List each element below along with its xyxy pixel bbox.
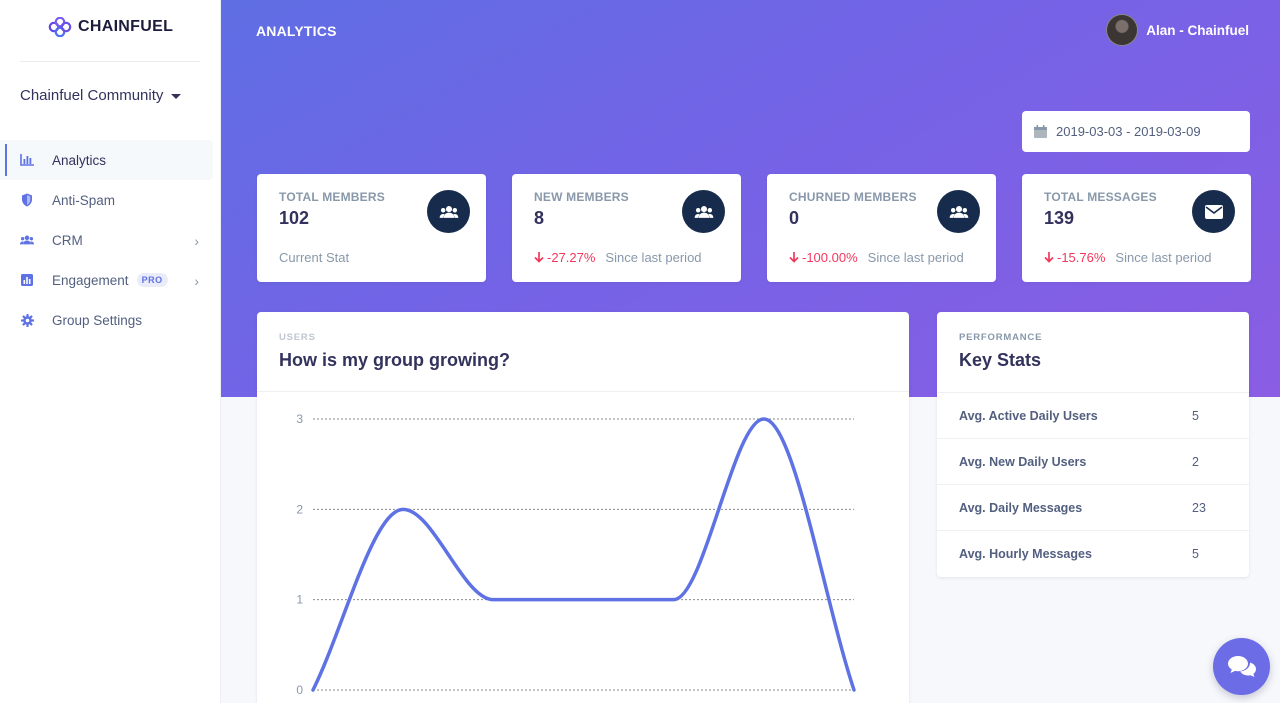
- y-tick-label: 3: [296, 412, 303, 426]
- stat-delta-value: -100.00%: [802, 250, 858, 265]
- arrow-down-icon: [789, 252, 799, 263]
- stat-delta-value: -15.76%: [1057, 250, 1106, 265]
- chat-icon: [1227, 655, 1256, 677]
- pro-badge: PRO: [136, 273, 168, 287]
- chat-button[interactable]: [1213, 638, 1270, 695]
- key-stat-row: Avg. Daily Messages 23: [937, 484, 1249, 530]
- gear-icon: [20, 313, 34, 327]
- shield-icon: [20, 193, 34, 207]
- stat-value: 8: [534, 208, 545, 228]
- sidebar-item-label: Anti-Spam: [52, 192, 116, 208]
- growth-chart-card: USERS How is my group growing? 0 1 2 3: [257, 312, 909, 703]
- user-menu[interactable]: Alan - Chainfuel: [1106, 14, 1249, 46]
- community-selector[interactable]: Chainfuel Community: [20, 87, 182, 104]
- sidebar-item-label: Group Settings: [52, 312, 143, 328]
- stat-footer: -15.76% Since last period: [1044, 250, 1212, 265]
- avatar: [1106, 14, 1139, 46]
- y-tick-label: 2: [296, 502, 303, 516]
- key-stat-name: Avg. Daily Messages: [959, 500, 1083, 515]
- user-name: Alan - Chainfuel: [1146, 22, 1249, 38]
- chevron-right-icon: ›: [194, 273, 199, 289]
- page-title: ANALYTICS: [256, 23, 337, 39]
- key-stat-row: Avg. Active Daily Users 5: [937, 392, 1249, 438]
- stat-delta: -100.00%: [789, 250, 858, 265]
- arrow-down-icon: [534, 252, 544, 263]
- sidebar-item-analytics[interactable]: Analytics: [0, 140, 213, 180]
- community-name: Chainfuel Community: [20, 87, 164, 104]
- stat-delta: -15.76%: [1044, 250, 1105, 265]
- y-tick-label: 1: [296, 593, 303, 607]
- users-icon: [937, 190, 980, 233]
- stat-card-total-messages: TOTAL MESSAGES 139 -15.76% Since last pe…: [1022, 174, 1251, 282]
- key-stat-value: 5: [1192, 408, 1199, 423]
- stat-delta-value: -27.27%: [547, 250, 596, 265]
- key-stat-row: Avg. Hourly Messages 5: [937, 530, 1249, 576]
- date-range-value: 2019-03-03 - 2019-03-09: [1056, 124, 1201, 139]
- stat-delta: -27.27%: [534, 250, 595, 265]
- stat-footer-text: Since last period: [1115, 250, 1212, 265]
- card-eyebrow: USERS: [279, 332, 316, 343]
- brand-name: CHAINFUEL: [78, 18, 174, 35]
- chainfuel-logo-icon: [48, 17, 72, 37]
- stat-card-total-members: TOTAL MEMBERS 102 Current Stat: [257, 174, 486, 282]
- stat-footer-text: Since last period: [867, 250, 964, 265]
- stat-footer: -100.00% Since last period: [789, 250, 964, 265]
- sidebar-nav: Analytics Anti-Spam CRM › Engagement PRO…: [0, 140, 213, 340]
- sidebar-item-label: CRM: [52, 232, 83, 248]
- envelope-icon: [1192, 190, 1235, 233]
- arrow-down-icon: [1044, 252, 1054, 263]
- calendar-icon: [1034, 125, 1047, 138]
- stat-value: 102: [279, 208, 310, 228]
- sidebar-item-label: Analytics: [52, 152, 107, 168]
- stat-value: 0: [789, 208, 800, 228]
- stat-footer-text: Current Stat: [279, 250, 350, 265]
- sidebar-item-crm[interactable]: CRM ›: [0, 220, 213, 260]
- chevron-right-icon: ›: [194, 233, 199, 249]
- stat-card-churned-members: CHURNED MEMBERS 0 -100.00% Since last pe…: [767, 174, 996, 282]
- key-stat-value: 23: [1192, 500, 1206, 515]
- key-stats-card: PERFORMANCE Key Stats Avg. Active Daily …: [937, 312, 1249, 577]
- users-icon: [20, 233, 34, 247]
- sidebar-item-engagement[interactable]: Engagement PRO ›: [0, 260, 213, 300]
- sidebar-item-anti-spam[interactable]: Anti-Spam: [0, 180, 213, 220]
- stat-label: TOTAL MEMBERS: [279, 190, 385, 204]
- bar-chart-icon: [20, 153, 34, 167]
- date-range-picker[interactable]: 2019-03-03 - 2019-03-09: [1022, 111, 1250, 152]
- key-stat-name: Avg. Hourly Messages: [959, 546, 1092, 561]
- card-title: How is my group growing?: [279, 350, 510, 370]
- stat-label: TOTAL MESSAGES: [1044, 190, 1157, 204]
- card-eyebrow: PERFORMANCE: [959, 332, 1043, 343]
- key-stat-value: 2: [1192, 454, 1199, 469]
- y-tick-label: 0: [296, 683, 303, 697]
- stat-footer-text: Since last period: [605, 250, 702, 265]
- card-title: Key Stats: [959, 350, 1042, 370]
- key-stat-row: Avg. New Daily Users 2: [937, 438, 1249, 484]
- key-stat-name: Avg. New Daily Users: [959, 454, 1087, 469]
- chart-box-icon: [20, 273, 34, 287]
- users-icon: [682, 190, 725, 233]
- stat-footer: -27.27% Since last period: [534, 250, 702, 265]
- caret-down-icon: [171, 94, 182, 99]
- sidebar-item-label: Engagement: [52, 272, 129, 288]
- divider: [257, 391, 909, 392]
- series-line: [311, 417, 856, 692]
- stat-footer: Current Stat: [279, 250, 349, 265]
- users-icon: [427, 190, 470, 233]
- stat-card-new-members: NEW MEMBERS 8 -27.27% Since last period: [512, 174, 741, 282]
- sidebar: CHAINFUEL Chainfuel Community Analytics …: [0, 0, 221, 703]
- key-stat-value: 5: [1192, 546, 1199, 561]
- stat-label: CHURNED MEMBERS: [789, 190, 917, 204]
- stat-label: NEW MEMBERS: [534, 190, 629, 204]
- divider: [20, 61, 200, 62]
- growth-line-chart: 0 1 2 3: [296, 412, 856, 697]
- sidebar-item-group-settings[interactable]: Group Settings: [0, 300, 213, 340]
- key-stat-name: Avg. Active Daily Users: [959, 408, 1098, 423]
- stat-value: 139: [1044, 208, 1075, 228]
- brand-logo[interactable]: CHAINFUEL: [48, 17, 173, 37]
